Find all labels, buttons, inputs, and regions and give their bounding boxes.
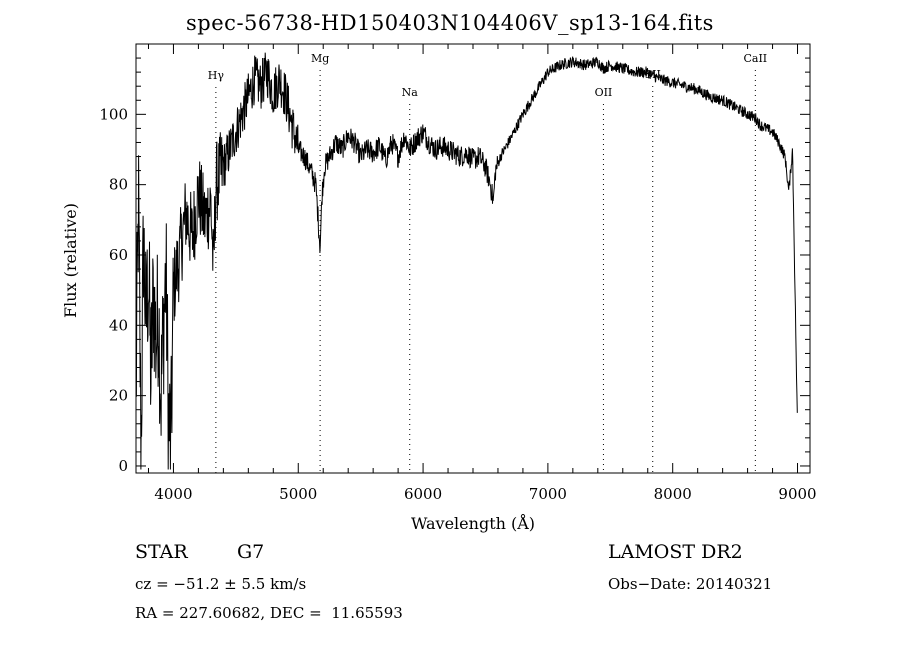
- y-tick-label: 20: [109, 387, 128, 405]
- x-tick-label: 8000: [654, 485, 692, 503]
- x-tick-label: 9000: [778, 485, 816, 503]
- spectrum-line: [135, 52, 798, 470]
- spectral-line-label: Na: [402, 86, 419, 99]
- x-tick-label: 4000: [154, 485, 192, 503]
- y-axis-label: Flux (relative): [61, 203, 80, 318]
- x-tick-label: 6000: [404, 485, 442, 503]
- spectral-line-label: SII: [645, 68, 661, 81]
- object-class: STAR: [135, 541, 188, 563]
- spectral-line-label: Mg: [311, 52, 329, 65]
- y-tick-label: 60: [109, 246, 128, 264]
- spectral-line-label: CaII: [743, 52, 767, 65]
- spectral-line-label: OII: [595, 86, 613, 99]
- survey-name: LAMOST DR2: [608, 541, 743, 563]
- coordinates: RA = 227.60682, DEC = 11.65593: [135, 604, 403, 622]
- redshift-velocity: cz = −51.2 ± 5.5 km/s: [135, 575, 307, 593]
- y-tick-label: 100: [99, 105, 128, 123]
- y-tick-label: 0: [118, 457, 128, 475]
- x-tick-label: 7000: [529, 485, 567, 503]
- object-subclass: G7: [237, 541, 265, 563]
- x-axis-label: Wavelength (Å): [411, 513, 535, 533]
- spectrum-chart: 4000 5000 6000 7000 8000 9000 0 20 40 60 80 100 Wave…: [61, 43, 817, 533]
- y-tick-label: 40: [109, 316, 128, 334]
- observation-date: Obs−Date: 20140321: [608, 575, 773, 593]
- spectral-line-label: Hγ: [208, 69, 225, 82]
- x-tick-label: 5000: [279, 485, 317, 503]
- plot-title: spec-56738-HD150403N104406V_sp13-164.fit…: [186, 11, 714, 35]
- y-tick-label: 80: [109, 176, 128, 194]
